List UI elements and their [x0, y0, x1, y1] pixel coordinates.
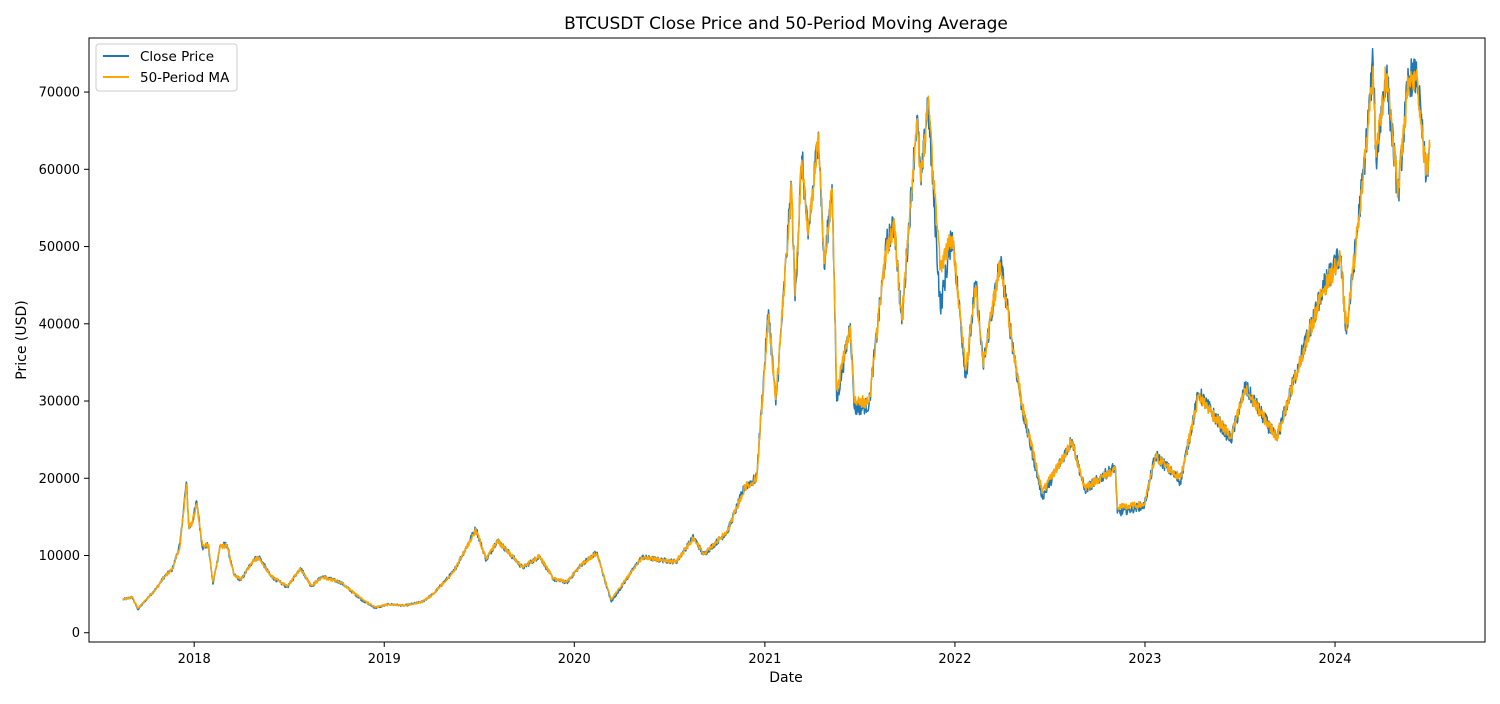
y-tick-label-50000: 50000 — [39, 240, 80, 255]
x-tick-label-2024: 2024 — [1318, 652, 1351, 667]
legend-label-50-period-ma: 50-Period MA — [140, 70, 230, 86]
y-tick-label-40000: 40000 — [39, 317, 80, 332]
y-tick-label-30000: 30000 — [39, 395, 80, 410]
x-axis-label: Date — [769, 670, 802, 686]
y-tick-label-70000: 70000 — [39, 86, 80, 101]
y-axis-label: Price (USD) — [14, 300, 30, 379]
y-tick-label-10000: 10000 — [39, 549, 80, 564]
y-tick-label-60000: 60000 — [39, 163, 80, 178]
x-tick-label-2023: 2023 — [1128, 652, 1161, 667]
x-axis-ticks: 2018 2019 2020 2021 2022 2023 2024 — [178, 642, 1352, 667]
x-tick-label-2018: 2018 — [178, 652, 211, 667]
legend-box — [95, 43, 238, 92]
y-axis-ticks: 0 10000 20000 30000 40000 50000 60000 70000 — [39, 86, 89, 641]
chart-title: BTCUSDT Close Price and 50-Period Moving… — [564, 14, 1008, 34]
y-tick-label-20000: 20000 — [39, 472, 80, 487]
x-tick-label-2020: 2020 — [558, 652, 591, 667]
plot-area-frame — [88, 37, 1486, 643]
y-tick-label-0: 0 — [72, 626, 80, 641]
series-layer — [122, 47, 1431, 611]
x-tick-label-2022: 2022 — [938, 652, 971, 667]
legend-label-close-price: Close Price — [140, 49, 214, 65]
x-tick-label-2021: 2021 — [748, 652, 781, 667]
legend: Close Price 50-Period MA — [95, 43, 238, 92]
series-line-50-period-ma — [122, 65, 1431, 609]
x-tick-label-2019: 2019 — [368, 652, 401, 667]
